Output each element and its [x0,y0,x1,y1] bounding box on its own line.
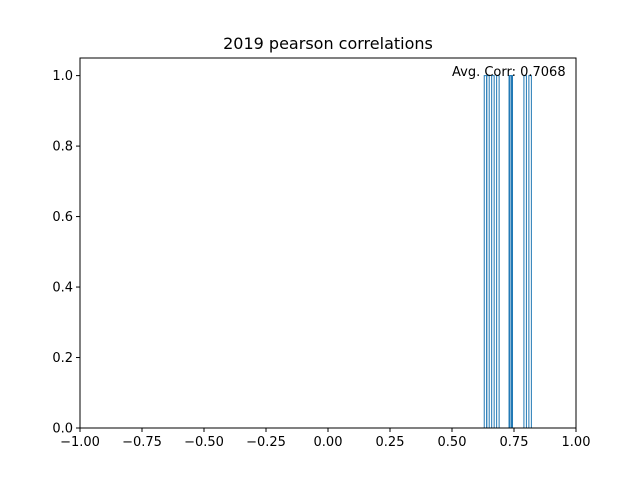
x-tick-label: 1.00 [562,435,591,450]
y-tick-label: 0.4 [52,281,73,296]
y-tick-label: 0.8 [52,140,73,155]
y-axis-ticks: 0.0 0.2 0.4 0.6 0.8 1.0 [52,69,80,437]
x-tick-label: 0.25 [376,435,405,450]
y-tick-label: 0.2 [52,351,73,366]
y-tick-label: 0.0 [52,422,73,437]
x-tick-label: −0.75 [122,435,162,450]
x-tick-label: 0.75 [500,435,529,450]
x-tick-label: 0.00 [314,435,343,450]
x-tick-label: −0.25 [246,435,286,450]
average-correlation-annotation: Avg. Corr: 0.7068 [452,65,566,80]
x-axis-ticks: −1.00 −0.75 −0.50 −0.25 0.00 0.25 0.50 0.75 1.00 [60,428,590,450]
x-tick-label: −1.00 [60,435,100,450]
x-tick-label: 0.50 [438,435,467,450]
chart-title: 2019 pearson correlations [223,34,433,53]
y-tick-label: 1.0 [52,69,73,84]
y-tick-label: 0.6 [52,210,73,225]
x-tick-label: −0.50 [184,435,224,450]
